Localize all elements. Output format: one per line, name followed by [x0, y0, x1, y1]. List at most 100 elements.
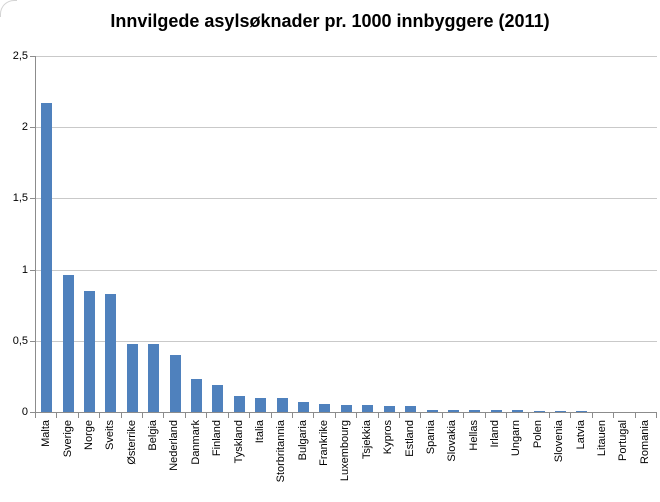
x-category-label-ungarn: Ungarn — [510, 420, 523, 457]
bar-slot-tsjekkia — [357, 56, 378, 412]
x-category-label-slovenia: Slovenia — [553, 420, 566, 463]
x-category-label-tsjekkia: Tsjekkia — [360, 420, 373, 460]
bar-slot-romania — [635, 56, 656, 412]
bar-slot-ungarn — [507, 56, 528, 412]
gridline — [36, 270, 657, 271]
x-category-label-portugal: Portugal — [617, 420, 630, 461]
x-axis-tick — [592, 413, 593, 418]
chart-title: Innvilgede asylsøknader pr. 1000 innbygg… — [110, 11, 550, 31]
x-category-label-bulgaria: Bulgaria — [296, 420, 309, 461]
x-label-slot-italia: Italia — [250, 420, 271, 500]
plot-area — [35, 56, 657, 413]
bar-spania — [426, 410, 438, 412]
bar-bulgaria — [298, 402, 310, 412]
bar-slot-hellas — [464, 56, 485, 412]
bar-slot-belgia — [143, 56, 164, 412]
x-label-slot-belgia: Belgia — [143, 420, 164, 500]
y-axis-tick — [30, 341, 35, 342]
y-axis-tick — [30, 127, 35, 128]
x-label-slot-tsjekkia: Tsjekkia — [357, 420, 378, 500]
bar-slot-tyskland — [229, 56, 250, 412]
x-axis-tick — [506, 413, 507, 418]
bar-slot-polen — [528, 56, 549, 412]
x-axis-tick — [635, 413, 636, 418]
bar-slot-slovakia — [443, 56, 464, 412]
x-category-label-spania: Spania — [424, 420, 437, 455]
x-axis-tick — [78, 413, 79, 418]
y-tick-label-2-5: 2,5 — [12, 50, 28, 62]
bar-italia — [255, 398, 267, 412]
x-axis-tick — [249, 413, 250, 418]
x-axis-tick — [56, 413, 57, 418]
x-axis-tick — [442, 413, 443, 418]
x-label-slot-bulgaria: Bulgaria — [293, 420, 314, 500]
x-category-label-belgia: Belgia — [147, 420, 160, 451]
x-label-slot-latvia: Latvia — [570, 420, 591, 500]
bar-slot-kypros — [379, 56, 400, 412]
bar-irland — [490, 410, 502, 412]
x-axis-tick — [656, 413, 657, 418]
y-tick-label-0: 0 — [21, 406, 28, 418]
bar-slot-portugal — [614, 56, 635, 412]
bar-storbritannia — [276, 398, 288, 412]
y-axis-tick — [30, 270, 35, 271]
y-tick-label-1: 1 — [21, 264, 28, 276]
x-axis-category-labels: Malta Sverige Norge Sveits Østerrike Belgia Ne… — [36, 420, 656, 500]
x-label-slot-irland: Irland — [485, 420, 506, 500]
x-category-label-sveits: Sveits — [104, 420, 117, 450]
x-category-label-storbritannia: Storbritannia — [275, 420, 288, 483]
bar-slot-estland — [400, 56, 421, 412]
x-label-slot--sterrike: Østerrike — [122, 420, 143, 500]
bar-slot-italia — [250, 56, 271, 412]
bar-ungarn — [512, 410, 524, 412]
bar-nederland — [169, 355, 181, 412]
x-category-label-finland: Finland — [211, 420, 224, 457]
x-category-label-malta: Malta — [40, 420, 53, 447]
x-axis-tick — [206, 413, 207, 418]
x-axis-tick — [271, 413, 272, 418]
x-label-slot-nederland: Nederland — [164, 420, 185, 500]
x-category-label-polen: Polen — [531, 420, 544, 449]
gridline — [36, 341, 657, 342]
x-category-label-irland: Irland — [489, 420, 502, 448]
x-axis-tick — [420, 413, 421, 418]
x-category-label-kypros: Kypros — [382, 420, 395, 455]
x-label-slot-sveits: Sveits — [100, 420, 121, 500]
x-category-label-luxembourg: Luxembourg — [339, 420, 352, 482]
x-label-slot-sverige: Sverige — [57, 420, 78, 500]
x-label-slot-kypros: Kypros — [378, 420, 399, 500]
bar-slot-irland — [486, 56, 507, 412]
x-axis-tick — [292, 413, 293, 418]
bar-malta — [41, 103, 53, 412]
x-category-label-latvia: Latvia — [574, 420, 587, 450]
bar-slot-nederland — [164, 56, 185, 412]
x-axis-tick — [313, 413, 314, 418]
x-axis-tick — [356, 413, 357, 418]
x-category-label--sterrike: Østerrike — [125, 420, 138, 465]
bar-slot-latvia — [571, 56, 592, 412]
bar-frankrike — [319, 404, 331, 412]
x-label-slot-luxembourg: Luxembourg — [335, 420, 356, 500]
x-category-label-norge: Norge — [82, 420, 95, 450]
bar-slot-norge — [79, 56, 100, 412]
x-label-slot-estland: Estland — [399, 420, 420, 500]
bar-polen — [533, 411, 545, 412]
bar-kypros — [383, 406, 395, 412]
x-axis-tick — [163, 413, 164, 418]
bar-estland — [405, 406, 417, 412]
x-label-slot-portugal: Portugal — [613, 420, 634, 500]
x-axis-tick — [228, 413, 229, 418]
bar-slot-bulgaria — [293, 56, 314, 412]
x-category-label-slovakia: Slovakia — [446, 420, 459, 462]
x-category-label-danmark: Danmark — [189, 420, 202, 465]
bar-slot-spania — [421, 56, 442, 412]
x-label-slot-norge: Norge — [79, 420, 100, 500]
x-label-slot-romania: Romania — [635, 420, 656, 500]
x-axis-tick — [335, 413, 336, 418]
x-axis-tick — [99, 413, 100, 418]
x-label-slot-slovenia: Slovenia — [549, 420, 570, 500]
y-axis-tick — [30, 412, 35, 413]
x-label-slot-hellas: Hellas — [464, 420, 485, 500]
bar-norge — [84, 291, 96, 412]
bar-latvia — [576, 411, 588, 412]
